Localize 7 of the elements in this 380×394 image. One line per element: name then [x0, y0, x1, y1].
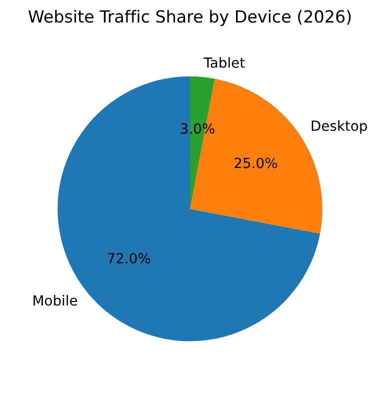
chart-title: Website Traffic Share by Device (2026): [28, 10, 351, 26]
data-label: 3.0%: [180, 123, 214, 134]
slice-label: Desktop: [312, 120, 367, 134]
slice-label: Mobile: [34, 294, 78, 306]
slice-label: Tablet: [204, 57, 245, 68]
data-label: 72.0%: [108, 252, 150, 264]
data-label: 25.0%: [234, 158, 277, 168]
